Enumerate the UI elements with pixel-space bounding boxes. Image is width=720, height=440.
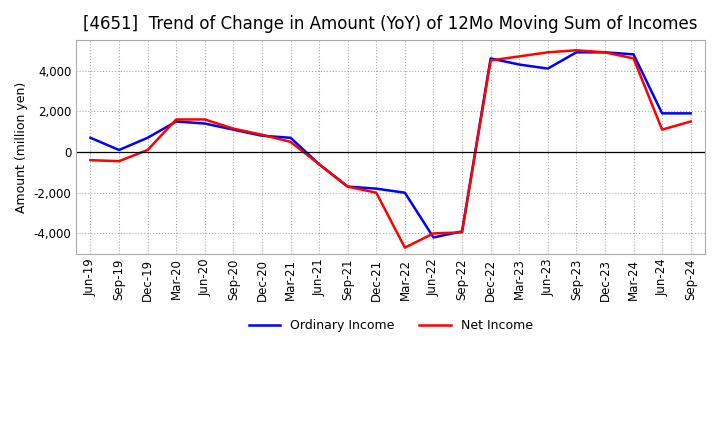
Net Income: [343, 184, 352, 189]
Net Income: [544, 50, 552, 55]
Ordinary Income: [600, 50, 609, 55]
Net Income: [458, 230, 467, 235]
Ordinary Income: [172, 119, 181, 124]
Net Income: [258, 132, 266, 137]
Ordinary Income: [400, 190, 409, 195]
Net Income: [143, 147, 152, 153]
Ordinary Income: [258, 133, 266, 139]
Net Income: [600, 50, 609, 55]
Ordinary Income: [658, 111, 667, 116]
Net Income: [400, 245, 409, 250]
Ordinary Income: [143, 135, 152, 140]
Ordinary Income: [486, 56, 495, 61]
Ordinary Income: [458, 229, 467, 234]
Net Income: [658, 127, 667, 132]
Net Income: [315, 161, 323, 167]
Ordinary Income: [114, 147, 123, 153]
Net Income: [172, 117, 181, 122]
Net Income: [86, 158, 95, 163]
Net Income: [229, 126, 238, 131]
Ordinary Income: [429, 235, 438, 240]
Ordinary Income: [200, 121, 209, 126]
Y-axis label: Amount (million yen): Amount (million yen): [15, 81, 28, 213]
Net Income: [429, 231, 438, 236]
Ordinary Income: [686, 111, 695, 116]
Net Income: [287, 139, 295, 144]
Ordinary Income: [343, 184, 352, 189]
Net Income: [200, 117, 209, 122]
Ordinary Income: [86, 135, 95, 140]
Ordinary Income: [629, 52, 638, 57]
Ordinary Income: [515, 62, 523, 67]
Net Income: [572, 48, 581, 53]
Ordinary Income: [572, 50, 581, 55]
Line: Ordinary Income: Ordinary Income: [91, 52, 690, 238]
Line: Net Income: Net Income: [91, 50, 690, 248]
Ordinary Income: [544, 66, 552, 71]
Net Income: [629, 56, 638, 61]
Net Income: [372, 190, 381, 195]
Ordinary Income: [315, 161, 323, 167]
Ordinary Income: [372, 186, 381, 191]
Legend: Ordinary Income, Net Income: Ordinary Income, Net Income: [243, 314, 538, 337]
Net Income: [515, 54, 523, 59]
Title: [4651]  Trend of Change in Amount (YoY) of 12Mo Moving Sum of Incomes: [4651] Trend of Change in Amount (YoY) o…: [84, 15, 698, 33]
Ordinary Income: [229, 127, 238, 132]
Net Income: [114, 158, 123, 164]
Net Income: [486, 58, 495, 63]
Ordinary Income: [287, 135, 295, 140]
Net Income: [686, 119, 695, 124]
